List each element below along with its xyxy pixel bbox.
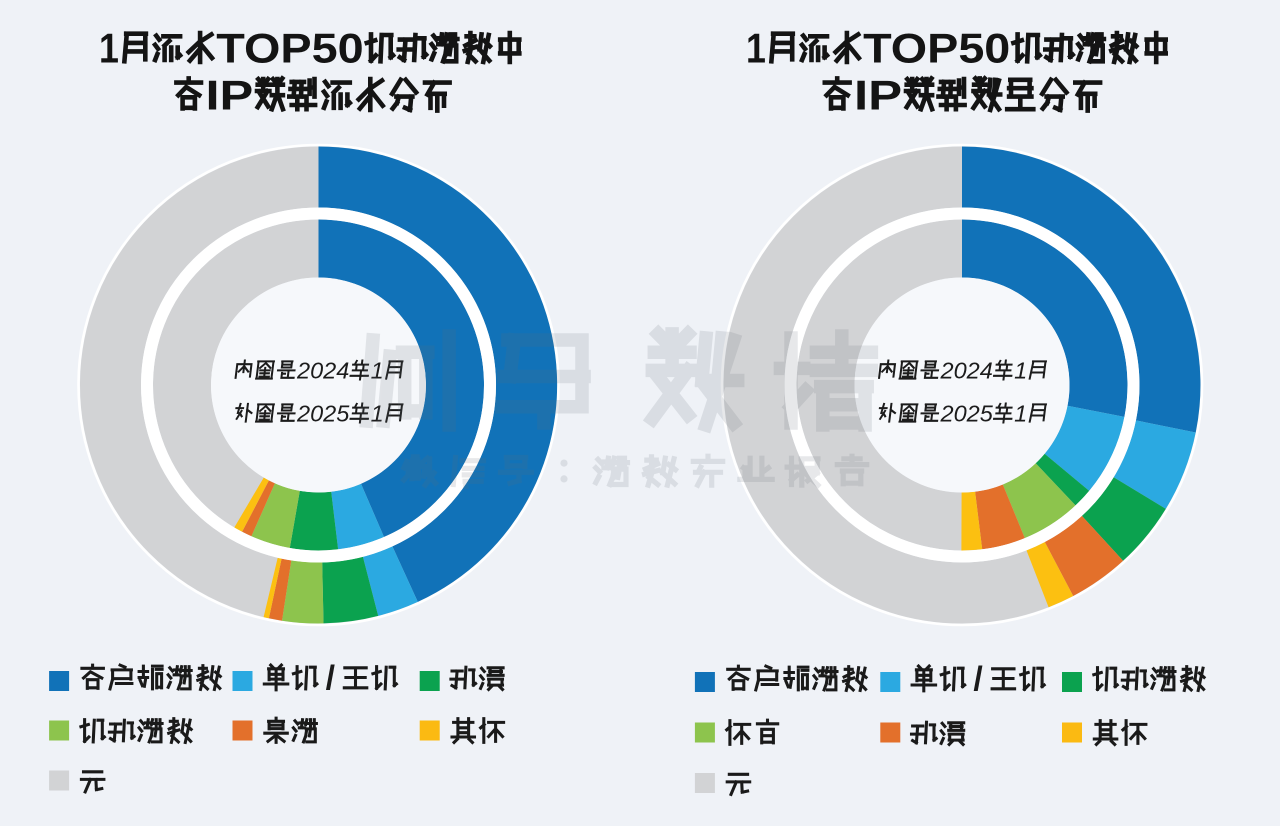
svg-text:TOP50: TOP50 [216, 25, 363, 72]
svg-text:1: 1 [371, 357, 384, 383]
svg-text:1: 1 [746, 25, 766, 72]
svg-text:2025: 2025 [296, 400, 350, 426]
svg-text:IP: IP [206, 72, 254, 119]
svg-text:1: 1 [371, 400, 384, 426]
svg-text:1: 1 [99, 25, 119, 72]
svg-text:2024: 2024 [296, 357, 349, 383]
svg-text:/: / [973, 661, 983, 699]
svg-text:TOP50: TOP50 [863, 25, 1010, 72]
svg-text:1: 1 [1014, 357, 1027, 383]
svg-text:1: 1 [1014, 400, 1027, 426]
svg-text:IP: IP [854, 72, 902, 119]
svg-text:2025: 2025 [939, 400, 993, 426]
svg-text:2024: 2024 [939, 357, 992, 383]
svg-text:/: / [326, 660, 336, 698]
